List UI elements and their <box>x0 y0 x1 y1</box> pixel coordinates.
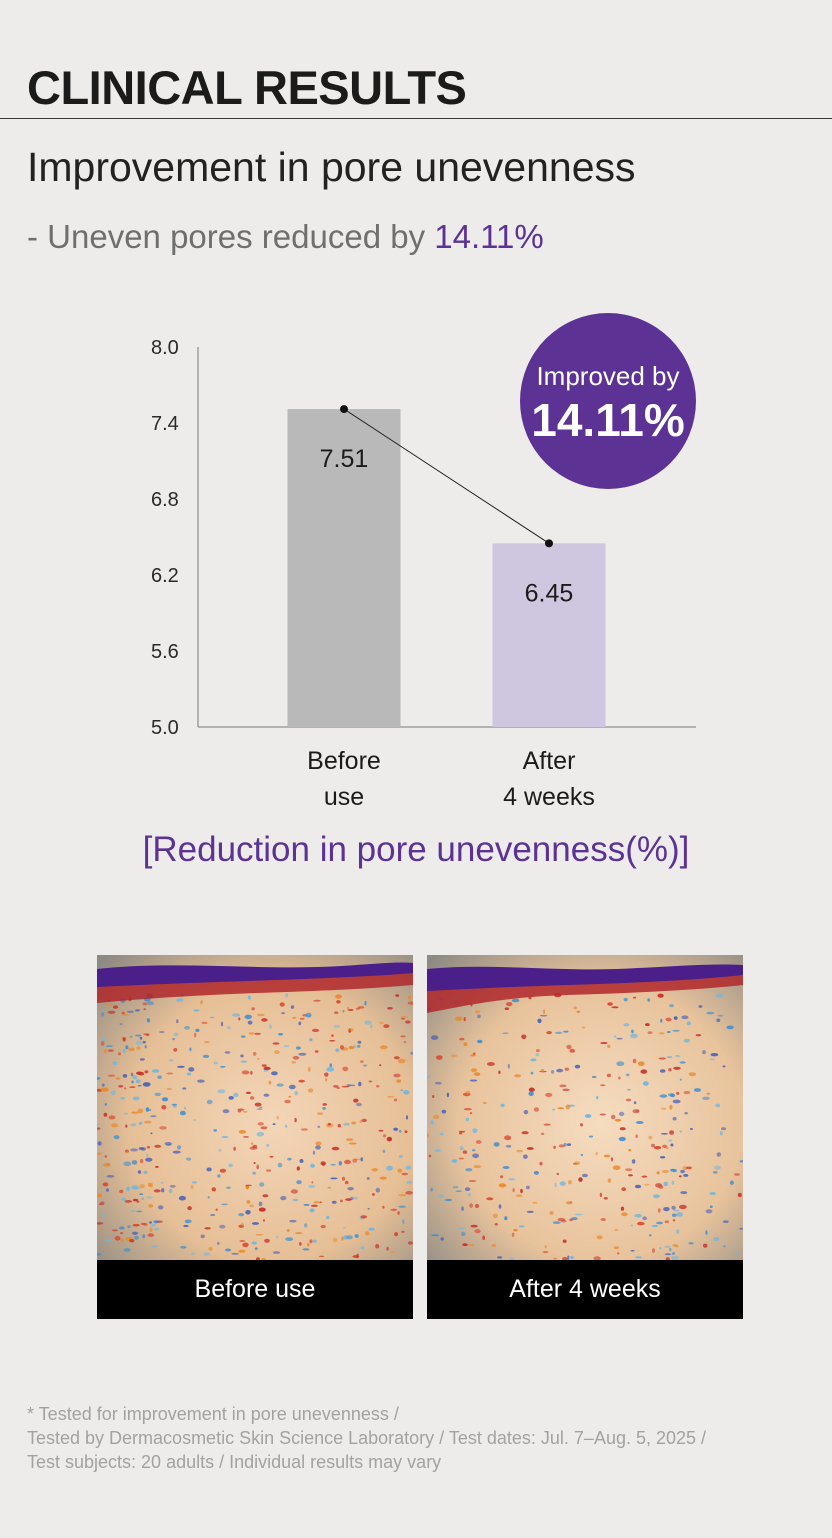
y-tick-label: 6.2 <box>151 565 179 587</box>
footnote-line: Tested by Dermacosmetic Skin Science Lab… <box>27 1428 707 1448</box>
subheading-prefix: - Uneven pores reduced by <box>27 218 435 255</box>
subheading-value: 14.11% <box>434 218 544 255</box>
category-label: Before <box>307 747 381 775</box>
before-photo-card: Before use <box>97 955 413 1319</box>
y-tick-label: 8.0 <box>151 337 179 359</box>
section-subheading: - Uneven pores reduced by 14.11% <box>27 216 544 258</box>
page-title: CLINICAL RESULTS <box>27 61 467 114</box>
after-photo-card: After 4 weeks <box>427 955 743 1319</box>
footnote: * Tested for improvement in pore unevenn… <box>27 1402 706 1474</box>
category-label: use <box>324 783 364 811</box>
chart-caption: [Reduction in pore unevenness(%)] <box>142 830 690 869</box>
data-label: 7.51 <box>320 445 369 473</box>
bar <box>287 409 401 727</box>
improvement-badge <box>520 313 696 489</box>
badge-caption: Improved by <box>536 361 679 391</box>
trend-line <box>343 408 550 544</box>
y-tick-label: 7.4 <box>151 413 179 435</box>
skin-analysis-image <box>97 955 413 1260</box>
bar-chart: 8.0 7.4 6.8 6.2 5.6 5.0 7.51 Before use 6.45 After… <box>151 313 696 811</box>
y-tick-label: 5.0 <box>151 717 179 739</box>
trend-point <box>545 539 553 548</box>
title-divider <box>0 118 832 119</box>
category-label: After <box>523 747 576 775</box>
footnote-line: * Tested for improvement in pore unevenn… <box>27 1404 399 1424</box>
y-tick-label: 6.8 <box>151 489 179 511</box>
trend-point <box>340 405 348 414</box>
y-tick-label: 5.6 <box>151 641 179 663</box>
after-photo-label: After 4 weeks <box>427 1260 743 1319</box>
section-heading: Improvement in pore unevenness <box>27 144 636 190</box>
pore-marks <box>97 993 413 1260</box>
pore-marks <box>427 993 743 1260</box>
before-photo-label: Before use <box>97 1260 413 1319</box>
badge-value: 14.11% <box>531 394 684 446</box>
skin-analysis-image <box>427 955 743 1260</box>
footnote-line: Test subjects: 20 adults / Individual re… <box>27 1452 442 1472</box>
category-label: 4 weeks <box>503 783 595 811</box>
bar <box>492 543 606 727</box>
data-label: 6.45 <box>525 579 574 607</box>
